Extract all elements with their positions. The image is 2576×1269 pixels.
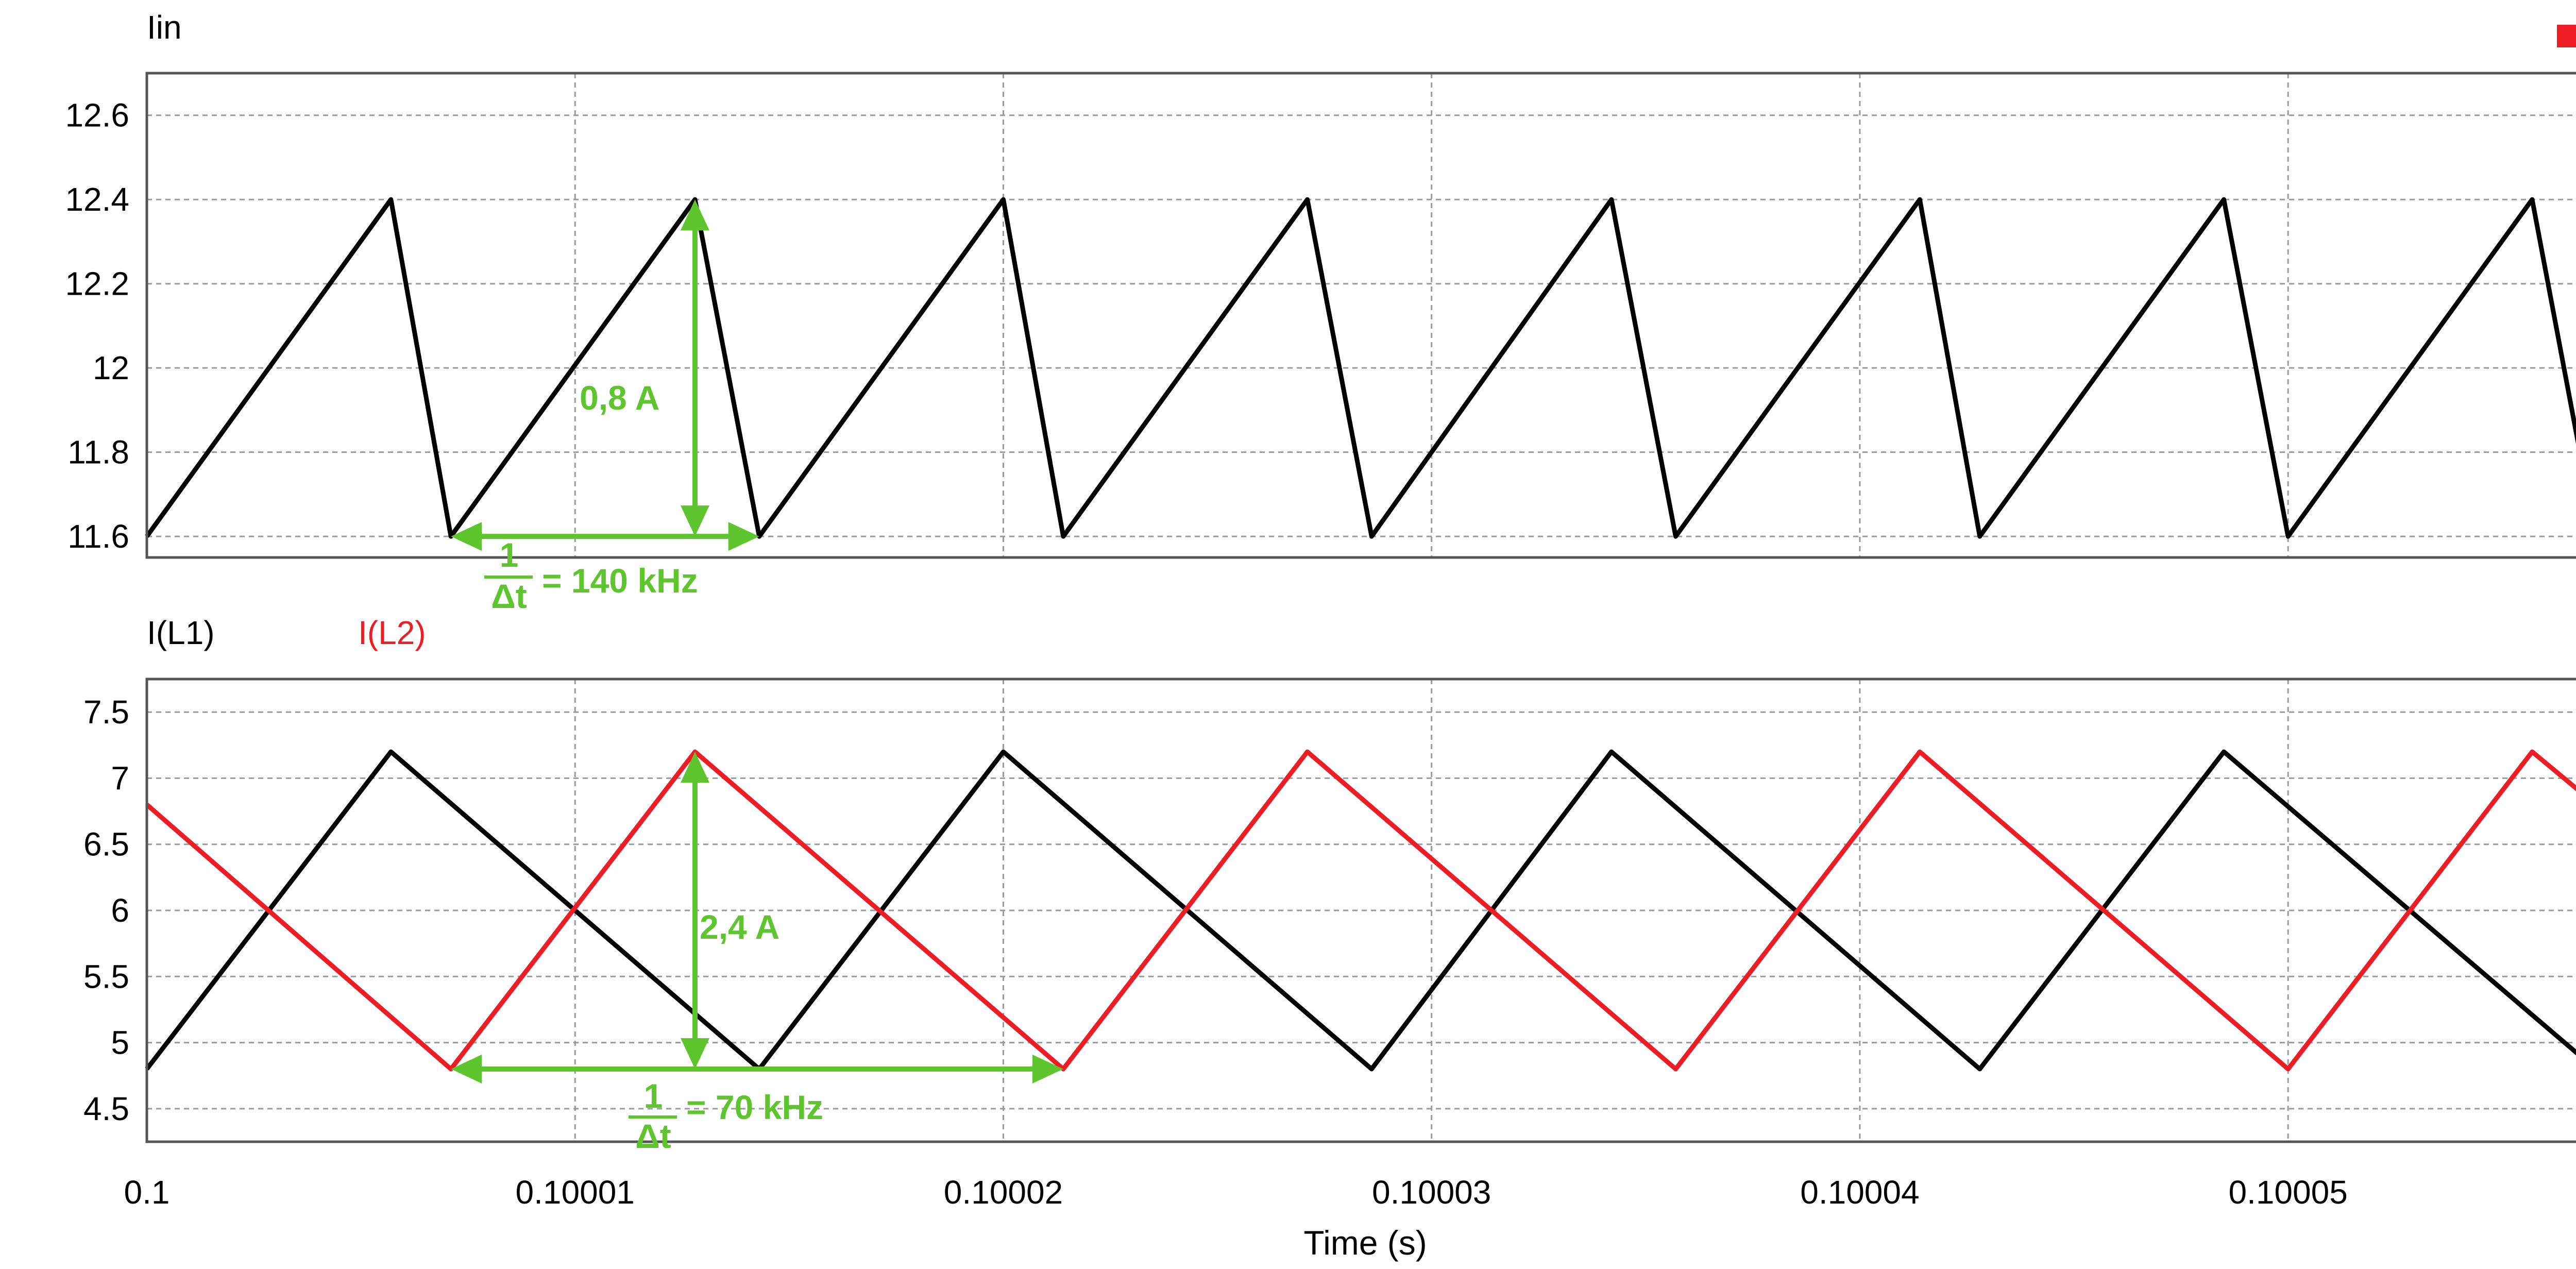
x-tick-label: 0.10002 [944,1174,1063,1211]
y-tick-label: 12.2 [65,265,129,302]
bottom-freq-denominator: Δt [635,1117,671,1155]
legend-label-il1: I(L1) [147,614,215,651]
series-line-i-l1 [145,749,2576,1072]
top-panel: Iin 12.6 12.4 12.2 12 11.8 11.6 0,8 A 1 Δt = … [65,9,2576,615]
bottom-freq-numerator: 1 [644,1077,663,1115]
top-amplitude-label: 0,8 A [580,379,659,417]
bottom-plot-frame [145,678,2576,1143]
y-tick-label: 12 [93,349,129,386]
y-tick-label: 7.5 [83,693,129,731]
x-tick-label: 0.1 [124,1174,170,1211]
y-tick-label: 7 [111,759,129,797]
y-tick-label: 12.4 [65,181,129,218]
top-grid [147,73,2576,557]
top-panel-title: Iin [147,9,182,46]
arrowhead-bottom-right [1032,1054,1063,1084]
bottom-amplitude-label: 2,4 A [700,908,779,946]
bottom-annotation: 2,4 A 1 Δt = 70 kHz [451,752,1063,1155]
arrowhead-top-up [680,199,709,231]
series-line-i-l2 [145,749,2576,1072]
x-axis-label: Time (s) [1303,1224,1427,1262]
x-tick-label: 0.10004 [1800,1174,1919,1211]
legend-label-il2: I(L2) [358,614,426,651]
x-ticks: 0.1 0.10001 0.10002 0.10003 0.10004 0.10005 [124,1174,2348,1211]
top-freq-value: = 140 kHz [542,562,698,600]
arrowhead-top-left [451,522,482,551]
series-line-iin [145,197,2576,539]
legend-marker [2557,25,2576,47]
top-freq-denominator: Δt [491,577,527,615]
arrowhead-top-down [680,505,709,537]
y-tick-label: 6.5 [83,826,129,863]
arrowhead-bottom-down [680,1038,709,1069]
bottom-freq-value: = 70 kHz [686,1088,823,1126]
y-tick-label: 11.8 [67,434,129,471]
top-plot-frame [145,72,2576,559]
x-tick-label: 0.10005 [2228,1174,2347,1211]
bottom-series [145,749,2576,1072]
arrowhead-top-right [728,522,759,551]
x-tick-label: 0.10003 [1372,1174,1491,1211]
arrowhead-bottom-left [451,1054,482,1084]
top-annotation: 0,8 A 1 Δt = 140 kHz [451,199,759,615]
top-series [145,197,2576,539]
y-tick-label: 5.5 [83,958,129,995]
top-freq-numerator: 1 [500,536,519,574]
y-tick-label: 5 [111,1024,129,1061]
bottom-y-ticks: 7.5 7 6.5 6 5.5 5 4.5 [83,693,129,1127]
y-tick-label: 4.5 [83,1090,129,1127]
bottom-grid [147,679,2576,1142]
y-tick-label: 12.6 [65,97,129,134]
y-tick-label: 6 [111,892,129,929]
bottom-panel: I(L1) I(L2) 7.5 7 6.5 6 5.5 5 4.5 2,4 A 1 Δt =… [83,614,2576,1155]
x-tick-label: 0.10001 [516,1174,635,1211]
y-tick-label: 11.6 [67,518,129,555]
top-y-ticks: 12.6 12.4 12.2 12 11.8 11.6 [65,97,129,555]
arrowhead-bottom-up [680,752,709,783]
